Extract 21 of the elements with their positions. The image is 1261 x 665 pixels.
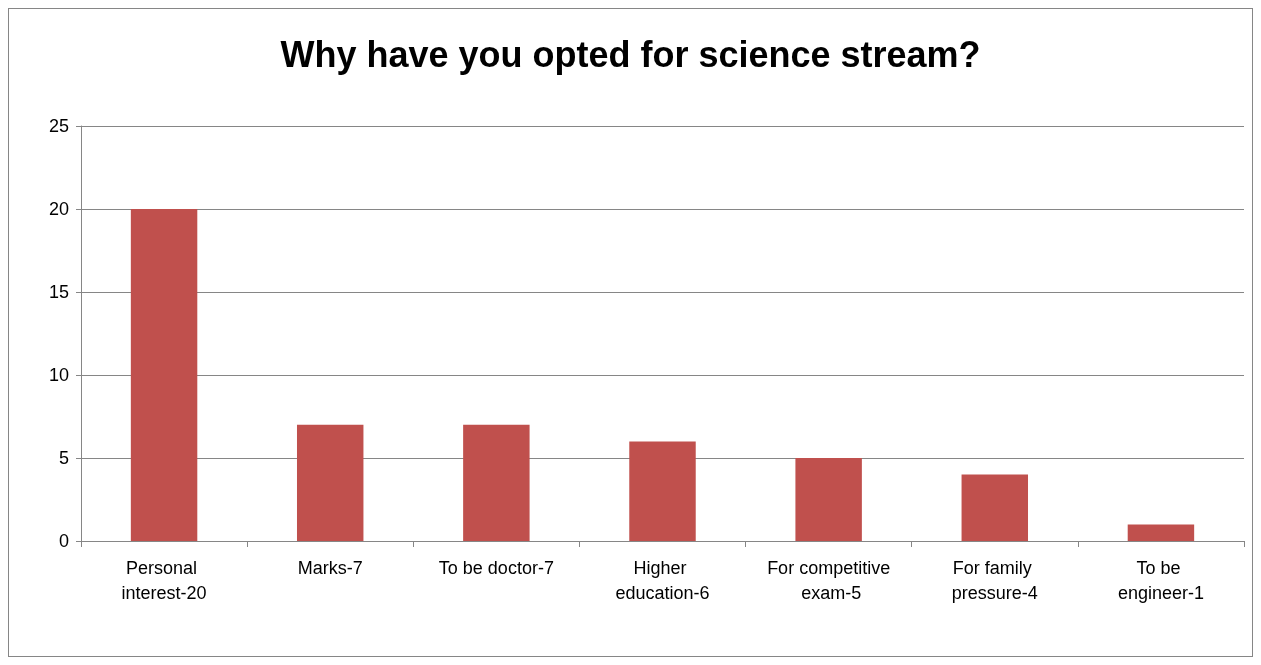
y-tick-label: 25 xyxy=(48,116,69,136)
chart-title: Why have you opted for science stream? xyxy=(280,33,981,75)
x-tick-label: For competitive exam-5 xyxy=(767,557,891,603)
x-tick-label: Higher education-6 xyxy=(615,557,710,603)
x-tick-label: Personal interest-20 xyxy=(121,557,207,603)
bar xyxy=(795,458,862,541)
bar xyxy=(961,474,1029,541)
x-tick-label: Marks-7 xyxy=(297,557,363,578)
y-tick-label: 0 xyxy=(58,531,69,551)
x-tick-label: To be engineer-1 xyxy=(1117,557,1204,603)
bar xyxy=(1127,524,1195,541)
bar xyxy=(463,424,530,541)
bar xyxy=(296,424,364,541)
x-tick-label: To be doctor-7 xyxy=(438,557,554,578)
y-tick-label: 20 xyxy=(48,199,69,219)
x-tick-label: For family pressure-4 xyxy=(951,557,1038,603)
bar xyxy=(130,209,198,541)
bar xyxy=(629,441,696,541)
y-tick-label: 5 xyxy=(58,448,69,468)
y-tick-label: 10 xyxy=(48,365,69,385)
y-tick-label: 15 xyxy=(48,282,69,302)
